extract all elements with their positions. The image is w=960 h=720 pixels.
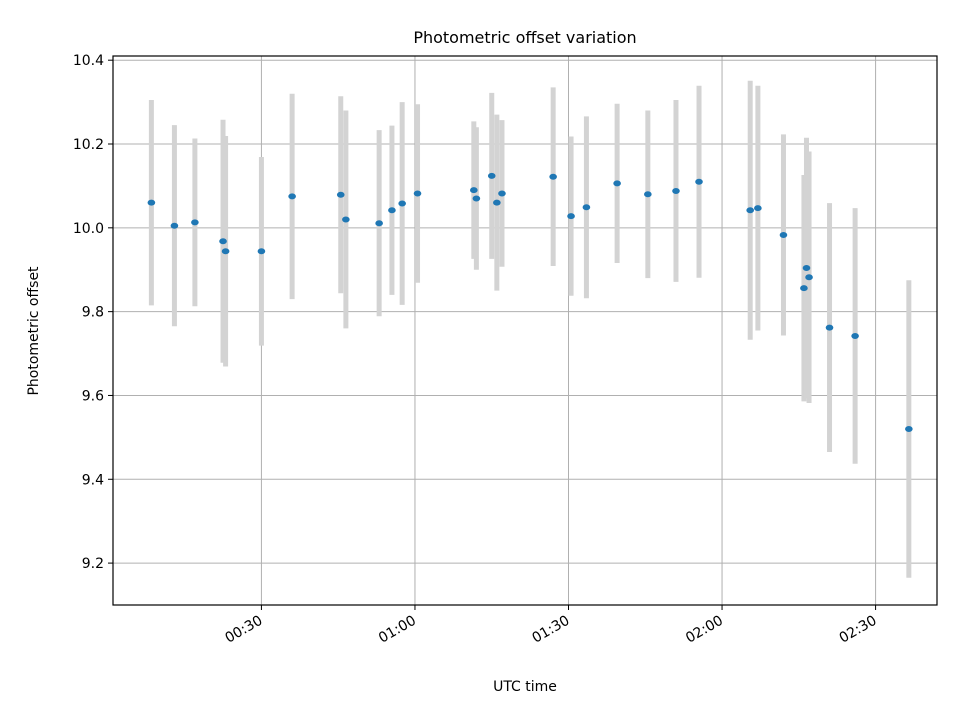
- grid: [113, 56, 937, 605]
- y-tick-label: 10.4: [73, 53, 104, 69]
- data-point: [851, 332, 859, 339]
- data-point: [695, 178, 703, 185]
- data-point: [336, 191, 345, 198]
- data-point: [191, 219, 199, 226]
- y-tick-label: 9.2: [82, 556, 104, 572]
- data-point: [487, 172, 496, 179]
- x-tick-label: 00:30: [222, 613, 265, 647]
- data-points: [147, 172, 913, 432]
- data-point: [288, 193, 296, 200]
- x-tick-label: 01:30: [530, 613, 573, 647]
- data-point: [825, 324, 834, 331]
- y-axis-label: Photometric offset: [26, 266, 42, 396]
- data-point: [672, 187, 680, 194]
- data-point: [567, 213, 575, 220]
- data-point: [470, 187, 478, 194]
- y-tick-label: 10.2: [73, 137, 104, 153]
- data-point: [644, 191, 652, 198]
- x-tick-label: 01:00: [376, 613, 419, 647]
- data-point: [582, 204, 591, 211]
- data-point: [472, 195, 481, 202]
- data-point: [549, 173, 557, 180]
- x-axis-label: UTC time: [493, 679, 557, 695]
- data-point: [413, 190, 422, 197]
- data-point: [219, 238, 227, 245]
- x-tick-label: 02:00: [683, 613, 726, 647]
- y-tick-label: 9.4: [82, 472, 104, 488]
- error-bars: [148, 80, 912, 578]
- data-point: [805, 274, 813, 281]
- data-point: [613, 180, 621, 187]
- data-point: [905, 425, 913, 432]
- data-point: [398, 200, 406, 207]
- y-tick-label: 9.6: [82, 388, 104, 404]
- data-point: [388, 207, 396, 214]
- y-tick-label: 9.8: [82, 305, 104, 321]
- data-point: [375, 220, 383, 227]
- data-point: [746, 207, 754, 214]
- data-point: [493, 199, 501, 206]
- x-tick-label: 02:30: [837, 613, 880, 647]
- data-point: [754, 205, 762, 212]
- x-axis: 00:30 01:00 01:30 02:00 02:30: [222, 605, 880, 647]
- data-point: [498, 190, 506, 197]
- chart-title: Photometric offset variation: [413, 28, 636, 47]
- data-point: [257, 248, 266, 255]
- data-point: [779, 231, 788, 238]
- y-tick-label: 10.0: [73, 221, 104, 237]
- data-point: [147, 199, 156, 206]
- data-point: [800, 285, 808, 292]
- data-point: [221, 248, 230, 255]
- data-point: [802, 265, 811, 272]
- y-axis: 9.2 9.4 9.6 9.8 10.0 10.2 10.4: [73, 53, 113, 572]
- data-point: [342, 216, 350, 223]
- data-point: [170, 222, 179, 229]
- plot-frame: [112, 55, 938, 606]
